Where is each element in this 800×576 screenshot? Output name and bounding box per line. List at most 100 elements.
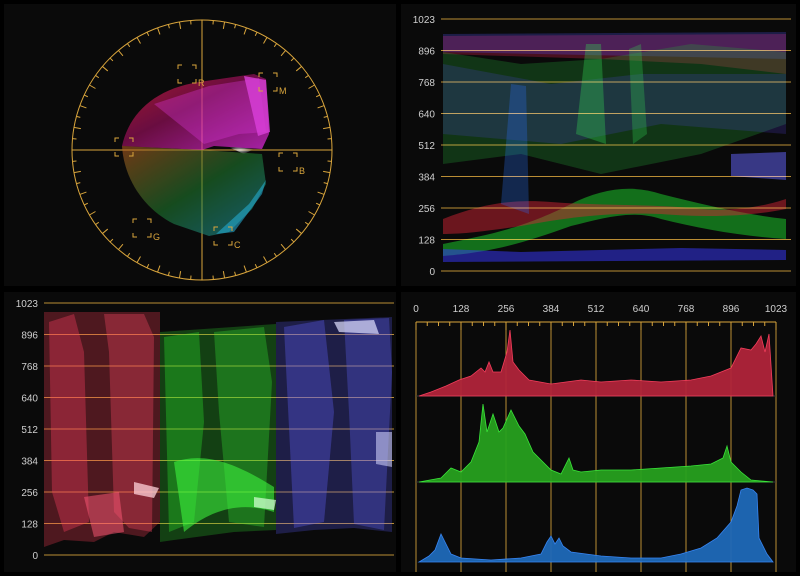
- vectorscope-tick: [290, 57, 295, 62]
- vectorscope-tick: [308, 84, 315, 89]
- rgb-parade-panel: 1023 896 768 640 512 384 256 128 0: [4, 292, 396, 572]
- vectorscope-tick: [254, 31, 258, 37]
- vectorscope-tick: [157, 27, 161, 35]
- vectorscope-tick: [109, 238, 114, 243]
- vectorscope-tick: [263, 256, 268, 263]
- histogram-scale-label: 512: [588, 304, 605, 315]
- rgb-parade-scope: 1023 896 768 640 512 384 256 128 0: [16, 299, 394, 562]
- vectorscope-tick: [83, 94, 89, 98]
- histogram-scale-label: 128: [453, 304, 470, 315]
- histogram-scale-label: 1023: [765, 304, 788, 315]
- scale-label: 256: [21, 488, 38, 499]
- vectorscope-tick: [315, 202, 321, 206]
- vectorscope-tick: [243, 265, 247, 273]
- vectorscope-tick: [304, 221, 309, 225]
- vectorscope-tick: [304, 75, 309, 79]
- vectorscope-tick: [79, 191, 87, 195]
- histogram-scale-label: 896: [723, 304, 740, 315]
- vectorscope-target-label: M: [279, 86, 287, 96]
- scale-label: 128: [21, 520, 38, 531]
- vectorscope-tick: [323, 170, 331, 174]
- rgb-histogram: 0 128 256 384 512 640 768 896 1023: [413, 304, 788, 572]
- vectorscope-tick: [308, 211, 315, 216]
- histogram-red: [418, 329, 774, 397]
- scale-label: 384: [418, 173, 435, 184]
- vectorscope-tick: [73, 126, 81, 130]
- vectorscope-panel: R M B C G: [4, 4, 396, 286]
- vectorscope-target-label: C: [234, 240, 241, 250]
- vectorscope-tick: [263, 37, 268, 44]
- vectorscope-tick: [222, 271, 226, 279]
- vectorscope-tick: [178, 271, 182, 279]
- histogram-scale-label: 256: [498, 304, 515, 315]
- vectorscope-target-label: B: [299, 166, 305, 176]
- scale-label: 896: [418, 47, 435, 58]
- vectorscope-tick: [254, 263, 258, 269]
- vectorscope-target-m: M: [258, 72, 287, 96]
- histogram-scale-label: 768: [678, 304, 695, 315]
- scale-label: 768: [418, 78, 435, 89]
- vectorscope-tick: [89, 84, 96, 89]
- vectorscope-tick: [167, 24, 170, 29]
- vectorscope-tick: [323, 115, 328, 118]
- vectorscope-tick: [222, 21, 226, 29]
- scale-label: 768: [21, 362, 38, 373]
- histogram-blue: [417, 487, 774, 563]
- vectorscope-tick: [127, 43, 131, 48]
- vectorscope-target-yl: [114, 137, 134, 157]
- vectorscope-tick: [317, 105, 325, 109]
- vectorscope-tick: [89, 211, 96, 216]
- vectorscope-tick: [79, 105, 87, 109]
- vectorscope-tick: [315, 94, 321, 98]
- vectorscope-tick: [167, 271, 170, 276]
- vectorscope-tick: [109, 57, 114, 62]
- scale-label: 640: [418, 110, 435, 121]
- vectorscope-tick: [73, 170, 81, 174]
- histogram-panel: 0 128 256 384 512 640 768 896 1023: [401, 292, 796, 572]
- scale-label: 1023: [16, 299, 39, 310]
- scale-label: 0: [429, 267, 435, 278]
- vectorscope-tick: [273, 43, 277, 48]
- vectorscope-tick: [102, 66, 109, 72]
- waveform-scope: 1023 896 768 640 512 384 256 128 0: [413, 15, 791, 278]
- vectorscope-tick: [280, 243, 286, 250]
- scale-label: 640: [21, 394, 38, 405]
- parade-blue-trace: [276, 317, 392, 534]
- vectorscope-tick: [83, 202, 89, 206]
- vectorscope-tick: [136, 37, 141, 44]
- vectorscope-tick: [273, 252, 277, 257]
- vectorscope-tick: [295, 66, 302, 72]
- vectorscope-target-label: R: [198, 78, 205, 88]
- vectorscope-tick: [95, 75, 100, 79]
- vectorscope-tick: [118, 243, 124, 250]
- scale-label: 256: [418, 204, 435, 215]
- vectorscope-target-c: C: [213, 226, 241, 250]
- scale-label: 384: [21, 457, 38, 468]
- vectorscope-tick: [280, 50, 286, 57]
- histogram-scale-label: 384: [543, 304, 560, 315]
- histogram-scale-label: 0: [413, 304, 419, 315]
- vectorscope-tick: [136, 256, 141, 263]
- scale-label: 128: [418, 236, 435, 247]
- vectorscope-target-g: G: [132, 218, 160, 242]
- vectorscope-tick: [290, 238, 295, 243]
- vectorscope-tick: [178, 21, 182, 29]
- vectorscope-tick: [157, 265, 161, 273]
- scale-label: 512: [418, 141, 435, 152]
- vectorscope-tick: [146, 263, 150, 269]
- scale-label: 896: [21, 331, 38, 342]
- vectorscope-tick: [102, 228, 109, 234]
- scale-label: 0: [32, 551, 38, 562]
- scale-label: 1023: [413, 15, 436, 26]
- parade-green-trace: [160, 324, 276, 542]
- vectorscope-target-r: R: [177, 64, 205, 88]
- histogram-scale-label: 640: [633, 304, 650, 315]
- vectorscope-target-b: B: [278, 152, 305, 176]
- vectorscope-tick: [146, 31, 150, 37]
- waveform-trace: [443, 32, 786, 262]
- vectorscope-tick: [118, 50, 124, 57]
- histogram-green: [418, 403, 774, 483]
- vectorscope-tick: [317, 191, 325, 195]
- vectorscope-tick: [76, 115, 81, 118]
- vectorscope-tick: [95, 221, 100, 225]
